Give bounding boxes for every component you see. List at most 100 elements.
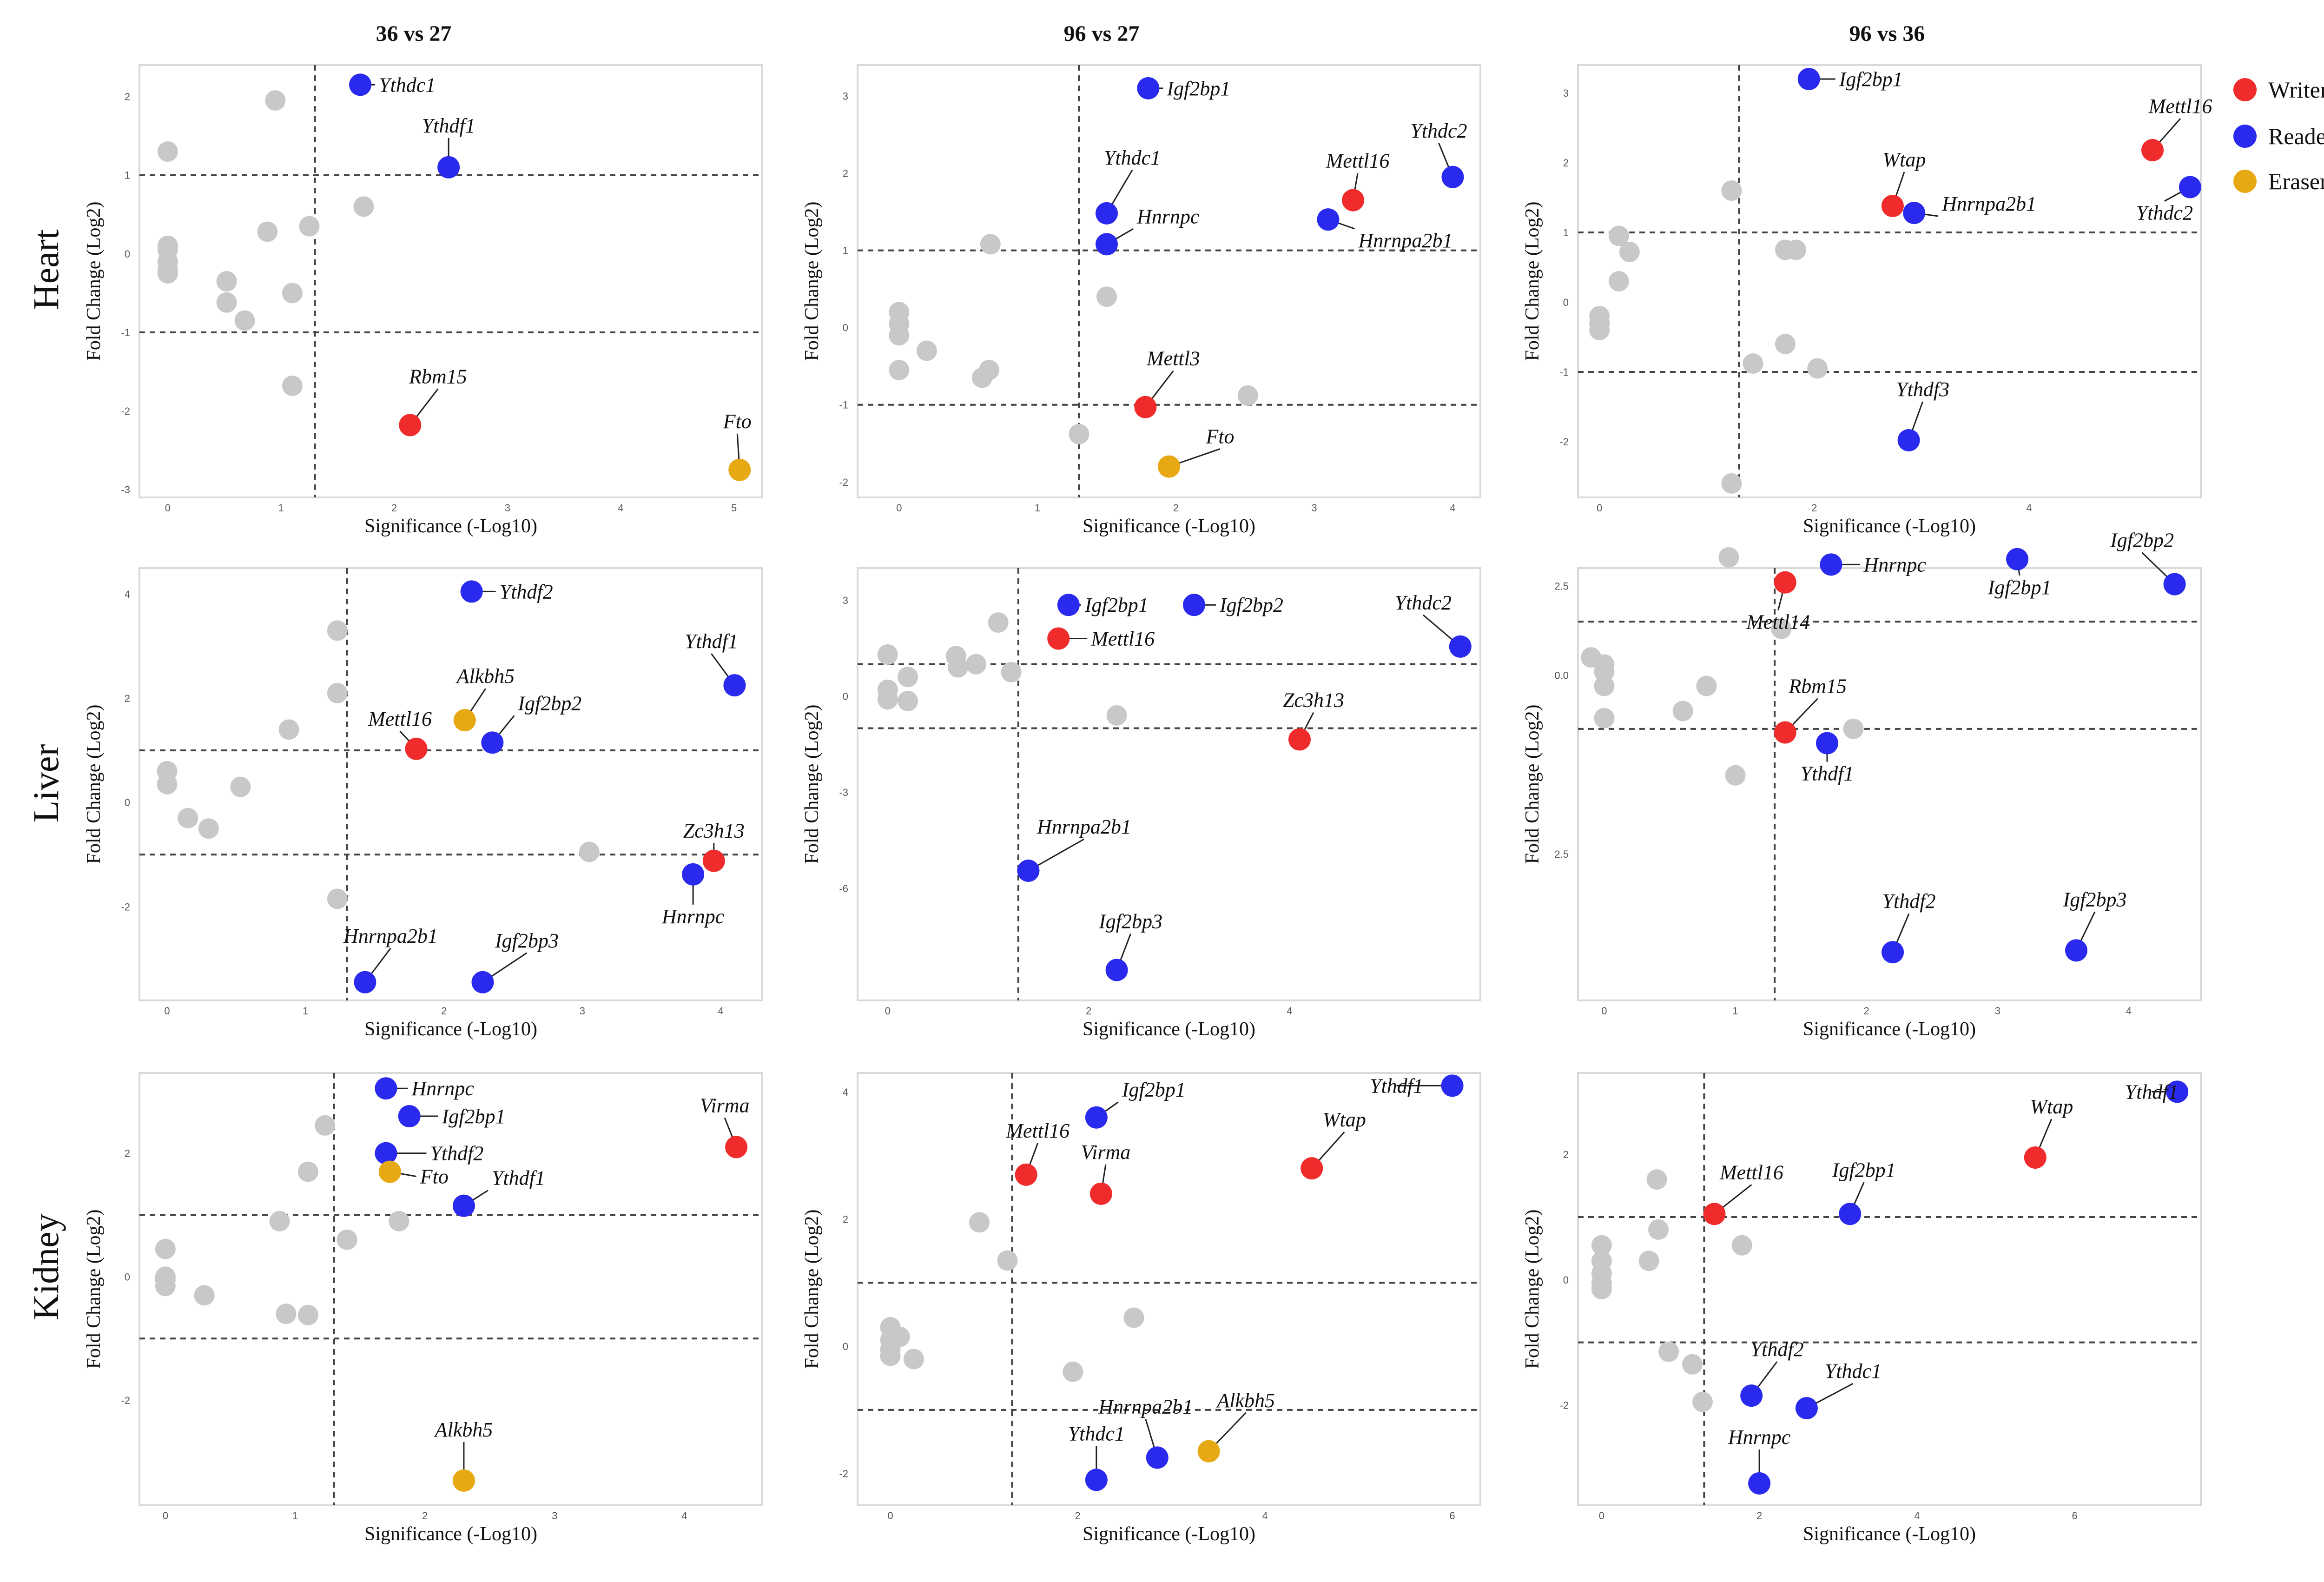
gene-point-mettl16 [2141, 139, 2164, 161]
x-tick-label: 1 [1035, 502, 1040, 514]
gene-label-alkbh5: Alkbh5 [1215, 1389, 1275, 1412]
gene-label-hnrnpc: Hnrnpc [1728, 1426, 1791, 1449]
y-tick-label: -3 [839, 787, 848, 798]
y-tick-label: 4 [843, 1086, 848, 1098]
gene-label-ythdc1: Ythdc1 [1825, 1360, 1882, 1383]
y-axis-label: Fold Change (Log2) [83, 1210, 105, 1369]
nonsignificant-point [1843, 718, 1864, 739]
gene-label-ythdf1: Ythdf1 [685, 630, 738, 653]
gene-point-mettl16 [1342, 189, 1365, 212]
nonsignificant-point [1807, 358, 1828, 379]
gene-label-igf2bp1: Igf2bp1 [1832, 1158, 1896, 1181]
nonsignificant-point [157, 263, 178, 284]
gene-label-igf2bp3: Igf2bp3 [1098, 910, 1162, 933]
nonsignificant-point [1692, 1391, 1713, 1412]
gene-label-mettl14: Mettl14 [1746, 611, 1810, 634]
x-tick-label: 2 [441, 1005, 447, 1017]
gene-label-virma: Virma [700, 1094, 750, 1117]
nonsignificant-point [1721, 180, 1742, 201]
x-axis-label: Significance (-Log10) [1803, 1019, 1976, 1040]
gene-point-igf2bp2 [1183, 594, 1206, 616]
gene-point-igf2bp3 [1105, 959, 1128, 981]
x-axis-label: Significance (-Log10) [1803, 1523, 1976, 1545]
nonsignificant-point [579, 841, 600, 862]
gene-point-alkbh5 [453, 709, 476, 732]
nonsignificant-point [898, 667, 918, 688]
gene-point-hnrnpa2b1 [1146, 1446, 1169, 1469]
nonsignificant-point [1648, 1219, 1669, 1240]
y-tick-label: 2.5 [1554, 848, 1569, 860]
gene-point-hnrnpc [375, 1077, 397, 1100]
gene-label-mettl16: Mettl16 [1005, 1119, 1070, 1142]
nonsignificant-point [178, 808, 198, 828]
gene-label-mettl16: Mettl16 [1326, 150, 1390, 172]
nonsignificant-point [1063, 1361, 1083, 1382]
nonsignificant-point [1638, 1251, 1659, 1271]
gene-point-rbm15 [1774, 721, 1796, 744]
nonsignificant-point [230, 776, 251, 797]
x-tick-label: 4 [1287, 1005, 1292, 1017]
gene-point-mettl14 [1774, 571, 1796, 594]
gene-point-ythdf1 [1816, 732, 1838, 755]
legend: Writers Readers Erasers [2233, 77, 2324, 194]
y-tick-label: -1 [1559, 366, 1569, 378]
nonsignificant-point [297, 1304, 318, 1325]
nonsignificant-point [353, 196, 374, 217]
gene-label-ythdf2: Ythdf2 [1882, 890, 1936, 913]
gene-point-hnrnpc [1820, 553, 1842, 576]
y-tick-label: -2 [1559, 1399, 1569, 1411]
gene-label-rbm15: Rbm15 [409, 365, 467, 388]
nonsignificant-point [880, 1345, 901, 1366]
gene-point-igf2bp2 [481, 731, 504, 754]
nonsignificant-point [315, 1115, 336, 1136]
gene-label-hnrnpc: Hnrnpc [1136, 205, 1200, 228]
gene-label-ythdf1: Ythdf1 [1801, 762, 1854, 785]
legend-writers-marker [2233, 78, 2257, 101]
gene-label-zc3h13: Zc3h13 [1283, 689, 1344, 712]
y-tick-label: 0 [125, 248, 130, 260]
gene-label-mettl16: Mettl16 [368, 708, 432, 730]
nonsignificant-point [265, 90, 286, 111]
gene-point-ythdc2 [1449, 635, 1472, 658]
x-axis-label: Significance (-Log10) [1083, 1019, 1255, 1040]
gene-point-rbm15 [399, 414, 422, 437]
nonsignificant-point [1594, 708, 1615, 728]
gene-label-virma: Virma [1081, 1141, 1131, 1164]
x-tick-label: 4 [618, 502, 623, 514]
x-axis-label: Significance (-Log10) [1083, 516, 1255, 537]
x-tick-label: 3 [1312, 502, 1317, 514]
gene-point-ythdc1 [1096, 202, 1118, 225]
column-title-1: 36 vs 27 [376, 21, 452, 46]
nonsignificant-point [889, 325, 910, 346]
y-tick-label: 2.5 [1554, 580, 1569, 592]
gene-point-hnrnpc [1748, 1472, 1771, 1495]
nonsignificant-point [1725, 765, 1746, 786]
gene-label-igf2bp1: Igf2bp1 [1839, 68, 1903, 91]
nonsignificant-point [1619, 242, 1640, 262]
nonsignificant-point [299, 216, 320, 237]
scatter-panel-1: 0 1 2 3 4 5 -3 -2 -1 0 1 2 Significance (-Log10) Fold… [83, 64, 763, 537]
gene-point-igf2bp1 [1797, 68, 1820, 90]
nonsignificant-point [389, 1211, 409, 1231]
gene-point-virma [1089, 1182, 1112, 1205]
gene-point-ythdf1 [437, 156, 460, 179]
nonsignificant-point [948, 657, 969, 678]
gene-label-wtap: Wtap [2030, 1095, 2073, 1118]
gene-label-ythdf2: Ythdf2 [1750, 1338, 1804, 1361]
gene-point-igf2bp1 [1057, 594, 1080, 616]
nonsignificant-point [297, 1161, 318, 1182]
gene-label-igf2bp1: Igf2bp1 [442, 1105, 506, 1128]
y-tick-label: 2 [125, 693, 130, 704]
nonsignificant-point [1591, 1235, 1612, 1256]
plot-area-frame [139, 64, 763, 498]
x-tick-label: 2 [1075, 1510, 1080, 1522]
y-tick-label: 0 [1563, 297, 1569, 308]
nonsignificant-point [1786, 239, 1806, 260]
gene-point-zc3h13 [1288, 728, 1311, 751]
gene-label-igf2bp3: Igf2bp3 [495, 929, 559, 952]
gene-point-hnrnpc [1096, 233, 1118, 256]
y-tick-label: -3 [121, 484, 130, 496]
nonsignificant-point [157, 141, 178, 162]
gene-label-ythdc1: Ythdc1 [1104, 146, 1161, 169]
nonsignificant-point [1775, 334, 1796, 354]
